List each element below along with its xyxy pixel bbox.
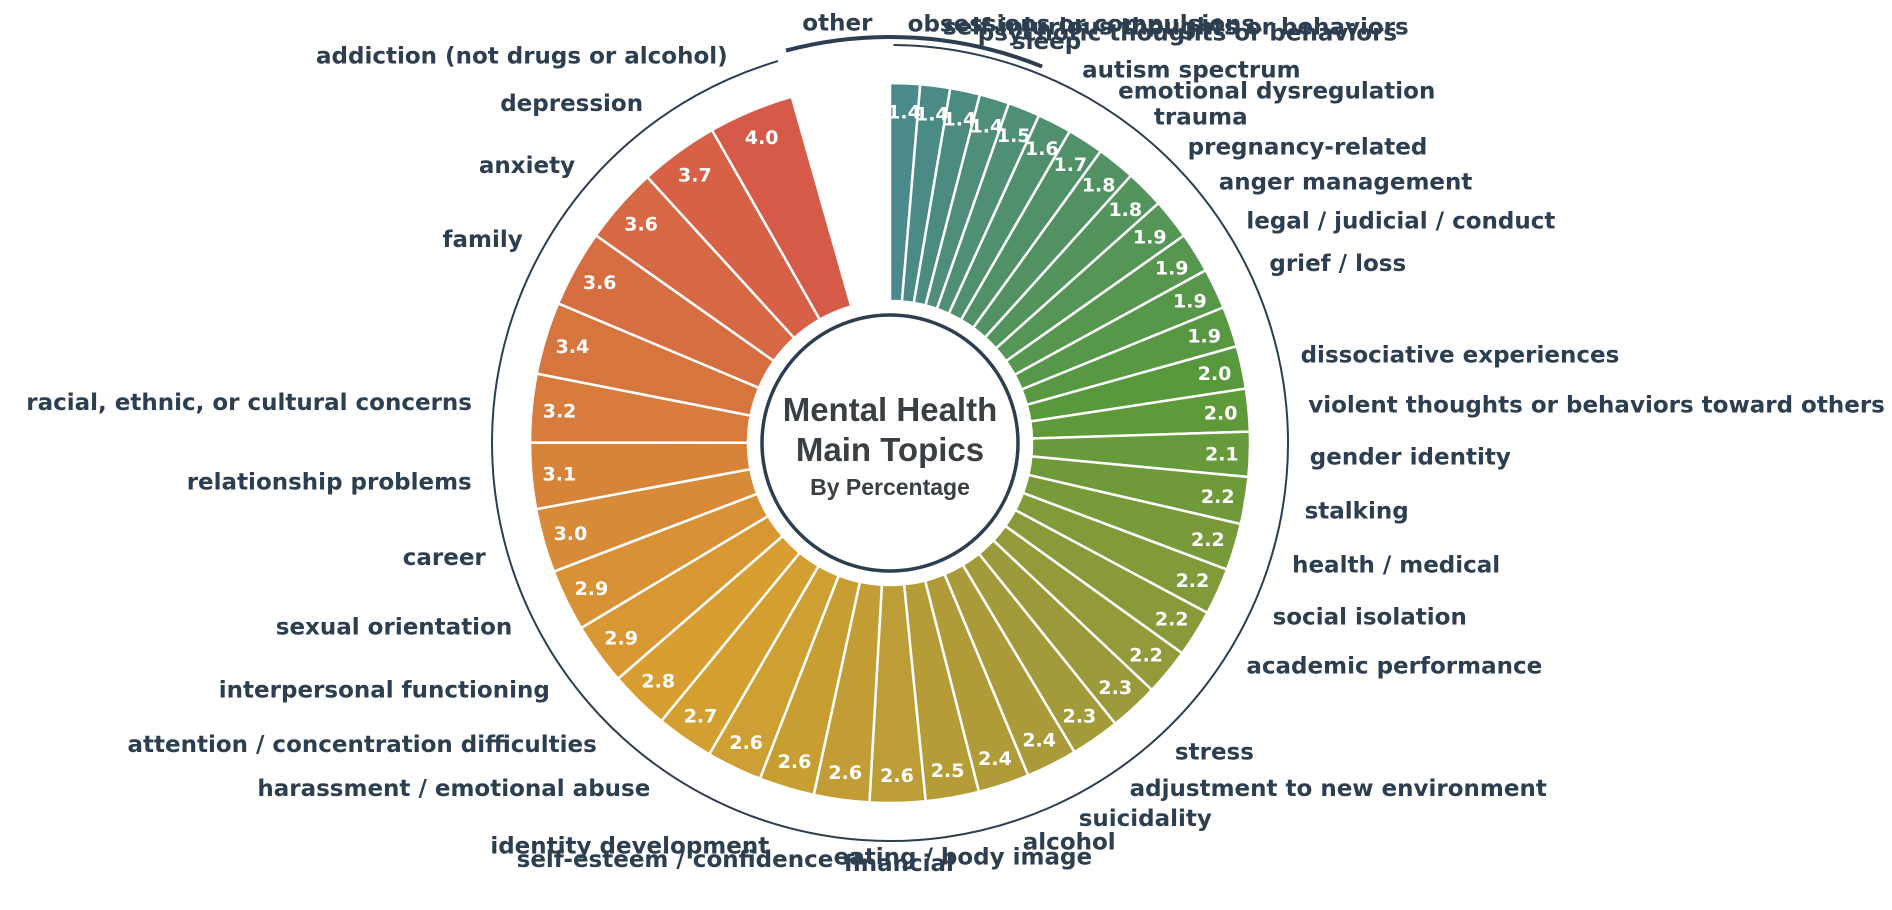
category-label: sexual orientation <box>276 615 512 641</box>
category-label: dissociative experiences <box>1301 343 1620 369</box>
value-label: 2.5 <box>931 760 965 782</box>
value-label: 2.3 <box>1098 677 1132 699</box>
value-label: 3.1 <box>543 463 577 485</box>
value-label: 1.4 <box>915 104 949 126</box>
value-label: 1.9 <box>1155 257 1189 279</box>
value-label: 2.3 <box>1063 706 1097 728</box>
value-label: 1.7 <box>1053 154 1087 176</box>
value-label: 2.1 <box>1205 443 1239 465</box>
value-label: 2.2 <box>1155 609 1189 631</box>
value-label: 2.6 <box>828 762 862 784</box>
value-label: 2.6 <box>778 751 812 773</box>
value-label: 1.9 <box>1173 291 1207 313</box>
value-label: 2.7 <box>684 706 718 728</box>
category-label: obsessions or compulsions <box>908 11 1255 37</box>
center-ring <box>760 313 1020 573</box>
category-label: psychotic thoughts or behaviors <box>978 20 1397 46</box>
category-label: violent thoughts or behaviors toward oth… <box>1308 393 1885 419</box>
wedge <box>710 95 853 322</box>
category-label: self-esteem / confidence <box>517 847 834 873</box>
wedge-layer <box>528 81 1252 805</box>
category-label: stalking <box>1305 498 1409 524</box>
category-label: harassment / emotional abuse <box>257 776 650 802</box>
chart-title-line-2: Main Topics <box>796 431 984 468</box>
value-label: 2.8 <box>641 671 675 693</box>
category-label: interpersonal functioning <box>219 677 550 703</box>
value-label: 4.0 <box>745 127 779 149</box>
category-label: racial, ethnic, or cultural concerns <box>26 390 472 416</box>
value-label: 1.9 <box>1187 326 1221 348</box>
category-label: alcohol <box>1023 829 1116 855</box>
category-label: trauma <box>1154 104 1248 130</box>
value-label: 2.4 <box>1022 730 1056 752</box>
value-label: 2.6 <box>880 765 914 787</box>
category-label: emotional dysregulation <box>1118 78 1435 104</box>
category-label: sleep <box>1012 29 1081 55</box>
category-label: adjustment to new environment <box>1130 776 1547 802</box>
value-label: 1.9 <box>1133 226 1167 248</box>
value-label: 1.4 <box>970 115 1004 137</box>
value-label: 2.9 <box>575 578 609 600</box>
category-label: health / medical <box>1292 552 1500 578</box>
value-label: 3.0 <box>554 523 588 545</box>
other-arc <box>785 35 1043 69</box>
value-label: 3.6 <box>583 272 617 294</box>
category-label: anger management <box>1219 170 1473 196</box>
category-label: addiction (not drugs or alcohol) <box>316 44 728 70</box>
value-label: 3.7 <box>678 164 712 186</box>
value-label: 2.0 <box>1198 363 1232 385</box>
category-label: career <box>403 545 487 571</box>
category-label: depression <box>500 91 643 117</box>
value-label: 1.8 <box>1082 175 1116 197</box>
value-label: 2.6 <box>729 732 763 754</box>
value-label: 2.4 <box>978 748 1012 770</box>
chart-center: Mental Health Main Topics By Percentage <box>760 313 1020 573</box>
category-label: attention / concentration difficulties <box>127 732 596 758</box>
value-label: 2.2 <box>1176 570 1210 592</box>
category-label: identity development <box>490 833 769 859</box>
value-label: 3.2 <box>543 401 577 423</box>
category-label: family <box>442 227 522 253</box>
value-label: 3.6 <box>624 213 658 235</box>
category-label: grief / loss <box>1269 251 1406 277</box>
other-label: other <box>802 10 873 36</box>
category-label: autism spectrum <box>1082 57 1301 83</box>
category-label: academic performance <box>1246 653 1542 679</box>
value-label: 2.9 <box>604 628 638 650</box>
category-label: stress <box>1175 740 1254 766</box>
category-label: gender identity <box>1310 444 1511 470</box>
value-label-layer: 1.41.41.41.41.51.61.71.81.81.91.91.91.92… <box>543 101 1239 787</box>
category-label: legal / judicial / conduct <box>1246 209 1555 235</box>
value-label: 1.5 <box>997 125 1031 147</box>
value-label: 2.2 <box>1191 529 1225 551</box>
value-label: 2.2 <box>1129 644 1163 666</box>
category-label: suicidality <box>1079 806 1212 832</box>
chart-title-line-1: Mental Health <box>783 391 998 428</box>
category-label: eating / body image <box>834 845 1092 871</box>
value-label: 1.6 <box>1025 138 1059 160</box>
outer-ring <box>491 44 1289 842</box>
category-label: financial <box>844 851 954 877</box>
category-label: self-injurious thoughts or behaviors <box>943 14 1409 40</box>
value-label: 2.0 <box>1204 403 1238 425</box>
value-label: 1.4 <box>943 108 977 130</box>
category-label: anxiety <box>479 153 575 179</box>
chart-subtitle: By Percentage <box>810 474 970 500</box>
category-label: relationship problems <box>187 469 472 495</box>
value-label: 1.4 <box>887 101 921 123</box>
category-label: social isolation <box>1273 604 1467 630</box>
value-label: 2.2 <box>1201 486 1235 508</box>
category-label: pregnancy-related <box>1188 135 1428 161</box>
category-label-layer: obsessions or compulsionsself-injurious … <box>26 10 1885 877</box>
value-label: 3.4 <box>556 336 590 358</box>
value-label: 1.8 <box>1108 199 1142 221</box>
